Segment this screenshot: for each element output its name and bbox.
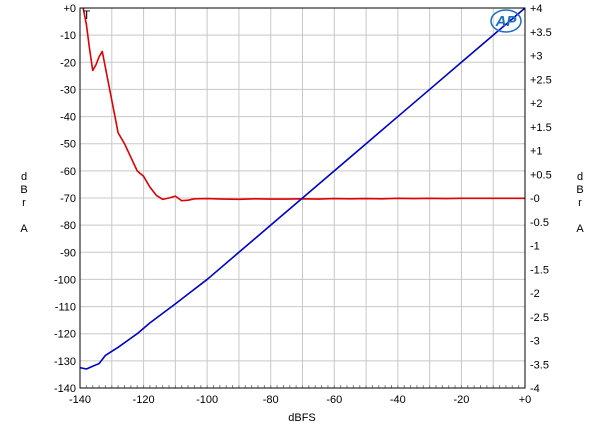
y-left-tick-label: -30 bbox=[60, 84, 76, 96]
series-lines bbox=[79, 7, 526, 370]
y-left-axis-label: d B r A bbox=[20, 171, 28, 235]
y-right-tick-label: -1 bbox=[530, 241, 540, 253]
ap-logo: AP bbox=[490, 9, 522, 33]
y-right-tick-label: -2.5 bbox=[530, 312, 549, 324]
y-right-tick-label: -1.5 bbox=[530, 264, 549, 276]
x-tick-label: -40 bbox=[390, 394, 406, 406]
y-right-tick-label: +2.5 bbox=[530, 74, 552, 86]
y-right-label-char: d bbox=[577, 171, 583, 183]
y-right-axis-label: d B r A bbox=[576, 171, 584, 235]
plot-frame bbox=[79, 7, 526, 389]
y-left-axis-ticks: +0 -10 -20 -30 -40 -50 -60 -70 -80 -90 -100 -110 -12… bbox=[54, 3, 76, 395]
y-left-label-char: B bbox=[20, 184, 27, 196]
y-left-tick-label: -10 bbox=[60, 30, 76, 42]
x-tick-label: -20 bbox=[453, 394, 469, 406]
logo-text: AP bbox=[495, 13, 518, 30]
y-left-tick-label: -120 bbox=[54, 329, 76, 341]
y-right-tick-label: +1.5 bbox=[530, 122, 552, 134]
y-right-label-char: A bbox=[576, 223, 584, 235]
y-right-axis-ticks: +4 +3.5 +3 +2.5 +2 +1.5 +1 +0.5 -0 -0.5 -1 -1.5 -2 -2… bbox=[530, 3, 552, 395]
x-tick-label: -80 bbox=[263, 394, 279, 406]
y-left-tick-label: -110 bbox=[55, 302, 76, 314]
y-left-tick-label: -100 bbox=[54, 274, 76, 286]
x-axis-ticks: -140 -120 -100 -80 -60 -40 -20 +0 bbox=[69, 394, 531, 406]
x-tick-label: -100 bbox=[196, 394, 218, 406]
y-right-tick-label: +2 bbox=[530, 98, 543, 110]
y-right-tick-label: +3.5 bbox=[530, 27, 552, 39]
y-right-tick-label: -3.5 bbox=[530, 359, 549, 371]
y-right-tick-label: +1 bbox=[530, 146, 543, 158]
y-right-tick-label: -2 bbox=[530, 288, 540, 300]
y-left-tick-label: -140 bbox=[54, 383, 76, 395]
series-line-2 bbox=[79, 7, 526, 370]
y-left-label-char: d bbox=[21, 171, 27, 183]
y-left-label-char: A bbox=[20, 223, 28, 235]
y-left-tick-label: -50 bbox=[60, 139, 76, 151]
y-right-label-char: B bbox=[576, 184, 583, 196]
y-left-tick-label: +0 bbox=[63, 3, 76, 15]
y-right-tick-label: -4 bbox=[530, 383, 540, 395]
y-right-tick-label: -3 bbox=[530, 336, 540, 348]
y-right-tick-label: -0 bbox=[530, 193, 540, 205]
y-left-tick-label: -60 bbox=[60, 166, 76, 178]
y-left-label-char: r bbox=[22, 197, 26, 209]
x-tick-label: -60 bbox=[326, 394, 342, 406]
x-axis-label: dBFS bbox=[288, 412, 316, 424]
marker-label: T bbox=[83, 8, 91, 22]
logo-ring bbox=[490, 9, 522, 33]
y-right-tick-label: +3 bbox=[530, 51, 543, 63]
y-right-tick-label: +4 bbox=[530, 3, 543, 15]
y-right-tick-label: +0.5 bbox=[530, 169, 552, 181]
y-left-tick-label: -130 bbox=[54, 356, 76, 368]
y-left-tick-label: -80 bbox=[60, 220, 76, 232]
x-tick-label: -120 bbox=[133, 394, 155, 406]
y-right-label-char: r bbox=[578, 197, 582, 209]
y-left-tick-label: -90 bbox=[60, 247, 76, 259]
y-left-tick-label: -70 bbox=[60, 193, 76, 205]
y-left-tick-label: -20 bbox=[60, 57, 76, 69]
x-tick-label: +0 bbox=[519, 394, 532, 406]
x-tick-label: -140 bbox=[69, 394, 91, 406]
series-line-1 bbox=[82, 7, 525, 202]
y-left-tick-label: -40 bbox=[60, 112, 76, 124]
y-right-tick-label: -0.5 bbox=[530, 217, 549, 229]
